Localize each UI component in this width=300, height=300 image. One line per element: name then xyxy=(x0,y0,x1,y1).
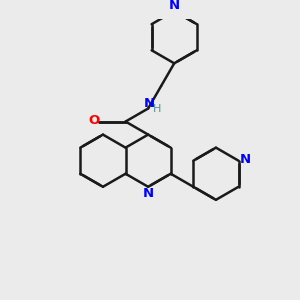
Text: O: O xyxy=(88,114,100,127)
Text: N: N xyxy=(143,98,155,110)
Text: H: H xyxy=(153,104,162,114)
Text: N: N xyxy=(169,0,180,12)
Text: N: N xyxy=(239,153,250,166)
Text: N: N xyxy=(142,187,154,200)
